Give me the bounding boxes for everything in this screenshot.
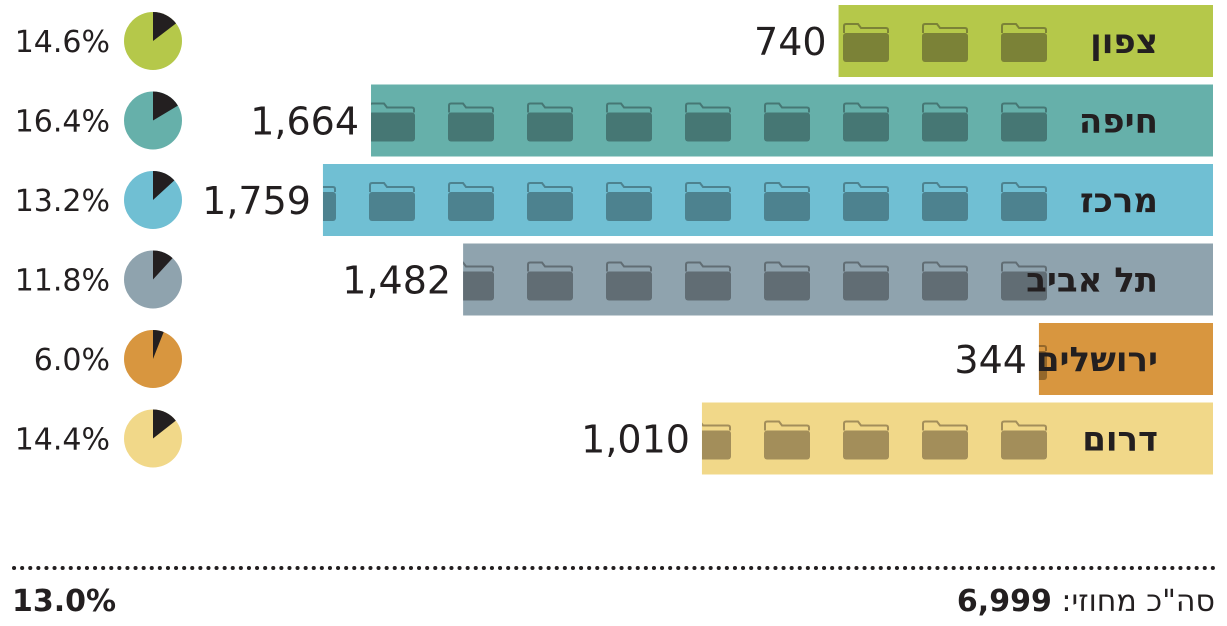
folder-icon — [843, 102, 889, 142]
folder-icon — [1001, 420, 1047, 460]
percent-label: 11.8% — [15, 264, 110, 299]
folder-icon — [448, 182, 494, 221]
region-label: צפון — [1090, 22, 1158, 62]
folder-icon — [463, 261, 494, 301]
folder-icon-group — [463, 261, 1047, 301]
folder-icon — [764, 261, 810, 301]
value-label: 1,482 — [342, 259, 451, 303]
folder-icon — [843, 261, 889, 301]
percent-label: 16.4% — [15, 105, 110, 140]
folder-icon — [606, 182, 652, 221]
folder-icon — [922, 182, 968, 221]
value-label: 344 — [954, 338, 1027, 382]
folder-icon — [685, 182, 731, 221]
pie-wedge — [153, 330, 164, 359]
bar — [463, 243, 1213, 316]
pie-wedge — [153, 409, 176, 439]
folder-icon — [764, 182, 810, 221]
folder-icon — [843, 420, 889, 460]
total-percent: 13.0% — [12, 584, 117, 619]
folder-icon-group — [701, 420, 1047, 460]
pie-wedge — [153, 250, 173, 280]
folder-icon — [527, 261, 573, 301]
folder-icon — [922, 102, 968, 142]
total-summary: סה"כ מחוזי: 6,999 — [957, 584, 1215, 619]
folder-icon — [1001, 182, 1047, 221]
folder-icon — [606, 102, 652, 142]
region-label: דרום — [1082, 420, 1158, 460]
folder-icon — [371, 102, 415, 142]
folder-icon-group — [322, 182, 1047, 221]
folder-icon — [1038, 345, 1047, 380]
bar-row: מרכז 1,759 13.2% — [15, 164, 1213, 236]
value-label: 1,010 — [581, 418, 690, 462]
folder-icon — [685, 102, 731, 142]
total-value: 6,999 — [956, 584, 1052, 619]
folder-icon — [764, 102, 810, 142]
folder-icon — [922, 23, 968, 62]
folder-icon-group — [843, 23, 1047, 62]
folder-icon — [701, 422, 731, 460]
folder-icon — [1001, 102, 1047, 142]
folder-icon — [764, 420, 810, 460]
folder-icon — [1001, 261, 1047, 301]
folder-icon — [922, 261, 968, 301]
value-label: 1,664 — [250, 100, 359, 144]
folder-icon — [527, 102, 573, 142]
region-label: חיפה — [1079, 102, 1158, 142]
folder-icon — [527, 182, 573, 221]
folder-icon — [322, 186, 336, 221]
pie-wedge — [153, 91, 178, 121]
folder-icon — [685, 261, 731, 301]
percent-label: 14.6% — [15, 25, 110, 60]
region-label: ירושלים — [1036, 340, 1158, 380]
bar — [1038, 323, 1213, 395]
folder-icon — [1001, 23, 1047, 62]
bar-row: חיפה 1,664 16.4% — [15, 84, 1213, 157]
region-label: מרכז — [1080, 181, 1158, 221]
folder-icon — [843, 182, 889, 221]
total-label: סה"כ מחוזי: — [1061, 584, 1215, 619]
value-label: 740 — [754, 20, 827, 64]
region-label: תל אביב — [1026, 261, 1158, 301]
bar-row: צפון 740 14.6% — [15, 5, 1213, 77]
pie-wedge — [153, 171, 175, 200]
folder-icon — [843, 23, 889, 62]
value-label: 1,759 — [202, 179, 311, 223]
folder-icon — [448, 102, 494, 142]
percent-label: 6.0% — [34, 343, 110, 378]
percent-label: 14.4% — [15, 423, 110, 458]
bar-row: תל אביב 1,482 11.8% — [15, 243, 1213, 316]
folder-icon-group — [1038, 345, 1047, 380]
folder-icon — [369, 182, 415, 221]
pie-wedge — [153, 12, 177, 41]
folder-icon-group — [371, 102, 1047, 142]
percent-label: 13.2% — [15, 184, 110, 219]
folder-icon — [606, 261, 652, 301]
bar-row: דרום 1,010 14.4% — [15, 402, 1213, 475]
folder-icon — [922, 420, 968, 460]
